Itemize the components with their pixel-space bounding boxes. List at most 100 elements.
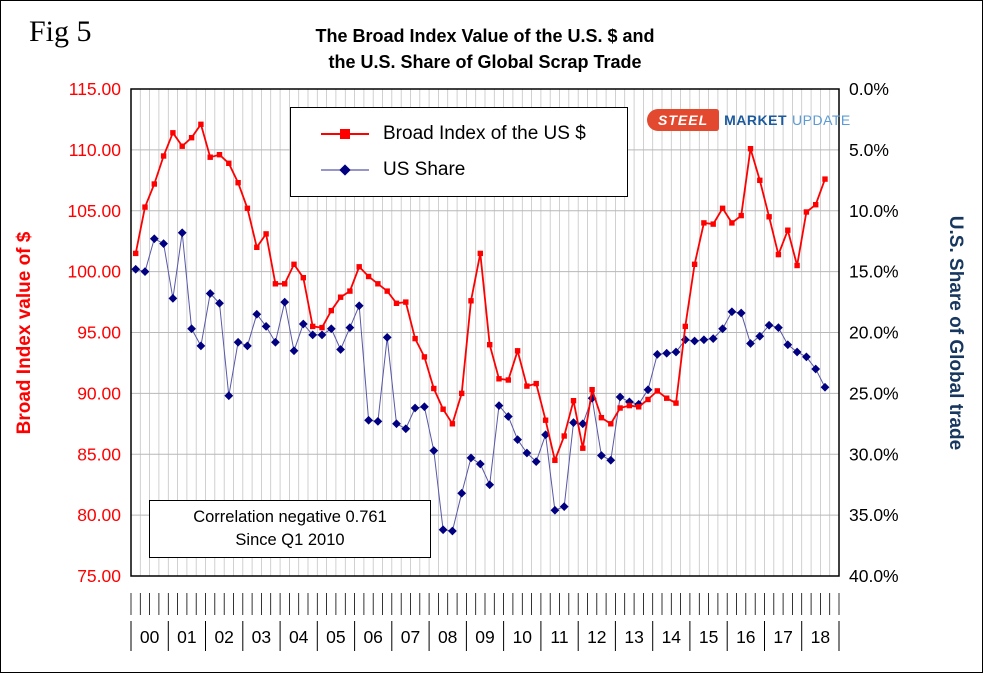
x-axis-year-label: 14: [662, 627, 682, 647]
right-axis-tick-label: 15.0%: [849, 262, 899, 282]
us-share-point: [289, 346, 299, 356]
us-share-point: [559, 502, 569, 511]
x-axis-year-label: 04: [289, 627, 309, 647]
broad-index-point: [282, 281, 288, 287]
broad-index-point: [561, 433, 567, 439]
us-share-point: [736, 308, 746, 318]
broad-index-point: [142, 204, 148, 210]
us-share-point: [308, 330, 318, 340]
broad-index-point: [151, 181, 157, 187]
broad-index-point: [533, 380, 539, 387]
broad-index-point: [552, 457, 558, 463]
broad-index-point: [300, 275, 306, 281]
left-axis-tick-label: 115.00: [69, 79, 121, 99]
us-share-point: [643, 385, 653, 395]
right-axis-tick-label: 40.0%: [849, 566, 899, 586]
broad-index-point: [235, 180, 241, 186]
us-share-point: [652, 350, 662, 359]
broad-index-point: [310, 323, 316, 330]
broad-index-point: [216, 152, 223, 158]
chart-title-line2: the U.S. Share of Global Scrap Trade: [328, 52, 642, 72]
us-share-point: [243, 341, 252, 351]
logo-steel-badge: STEEL: [647, 109, 720, 131]
us-share-point: [373, 417, 383, 426]
broad-index-point: [729, 220, 735, 226]
us-share-point: [177, 228, 187, 238]
broad-index-point: [813, 202, 819, 208]
x-axis-year-label: 09: [475, 627, 494, 647]
us-share-point: [345, 323, 355, 332]
plot-border: [130, 88, 840, 577]
us-share-point: [680, 335, 690, 345]
broad-index-point: [375, 281, 381, 287]
right-axis-tick-label: 20.0%: [849, 323, 899, 343]
broad-index-point: [682, 323, 688, 330]
broad-index-point: [636, 404, 642, 410]
us-share-point: [410, 403, 420, 413]
chart-title-line1: The Broad Index Value of the U.S. $ and: [315, 26, 655, 46]
us-share-point: [755, 331, 765, 341]
broad-index-point: [757, 177, 763, 183]
left-axis-tick-label: 105.00: [67, 201, 121, 221]
us-share-point: [252, 309, 262, 319]
broad-index-point: [542, 417, 549, 423]
broad-index-point: [449, 421, 456, 427]
broad-index-point: [738, 212, 744, 219]
us-share-point: [503, 412, 513, 421]
us-share-point: [475, 459, 485, 469]
right-axis-tick-label: 0.0%: [849, 79, 889, 99]
us-share-point: [271, 337, 280, 347]
us-share-point: [215, 298, 224, 308]
us-share-point: [671, 347, 681, 357]
broad-index-point: [384, 288, 390, 294]
broad-index-point: [803, 209, 810, 215]
left-axis-tick-label: 95.00: [77, 323, 121, 343]
broad-index-point: [664, 395, 670, 401]
left-axis-tick-label: 110.00: [69, 140, 121, 160]
us-share-point: [392, 419, 401, 429]
broad-index-point: [272, 281, 279, 287]
broad-index-point: [673, 400, 679, 406]
broad-index-point: [654, 388, 660, 394]
broad-index-point: [337, 294, 344, 300]
left-axis-tick-label: 75.00: [77, 566, 121, 586]
broad-index-point: [160, 153, 167, 159]
broad-index-point: [822, 176, 828, 182]
us-share-point: [159, 239, 168, 248]
broad-index-point: [570, 398, 577, 404]
us-share-point: [690, 336, 699, 346]
broad-index-point: [170, 130, 176, 136]
broad-index-point: [198, 121, 204, 127]
broad-index-marker-icon: [321, 129, 369, 139]
x-axis-year-label: 08: [438, 627, 457, 647]
us-share-point: [317, 330, 327, 340]
us-share-point: [131, 264, 141, 274]
us-share-point: [205, 289, 215, 298]
logo-market-text: MARKET: [724, 112, 788, 128]
us-share-point: [401, 424, 411, 434]
broad-index-point: [319, 324, 325, 331]
x-axis-year-label: 06: [363, 627, 382, 647]
us-share-point: [615, 392, 625, 402]
broad-index-point: [421, 354, 428, 360]
broad-index-point: [608, 421, 614, 427]
broad-index-point: [691, 261, 698, 267]
us-share-point: [298, 319, 308, 329]
x-axis-year-label: 10: [513, 627, 533, 647]
broad-index-point: [188, 135, 195, 141]
broad-index-point: [775, 251, 782, 258]
legend: Broad Index of the US $ US Share: [290, 107, 628, 197]
us-share-point: [708, 334, 718, 343]
x-axis-year-label: 12: [587, 627, 606, 647]
us-share-point: [187, 324, 196, 334]
correlation-annotation: Correlation negative 0.761 Since Q1 2010: [149, 500, 431, 558]
logo-update-text: UPDATE: [792, 112, 851, 128]
x-axis-year-label: 17: [773, 627, 792, 647]
broad-index-point: [514, 348, 521, 354]
us-share-point: [261, 322, 271, 331]
legend-label-broad-index: Broad Index of the US $: [383, 123, 586, 144]
broad-index-point: [524, 383, 530, 389]
broad-index-point: [766, 214, 772, 220]
us-share-point: [746, 339, 755, 348]
broad-index-point: [403, 299, 409, 305]
